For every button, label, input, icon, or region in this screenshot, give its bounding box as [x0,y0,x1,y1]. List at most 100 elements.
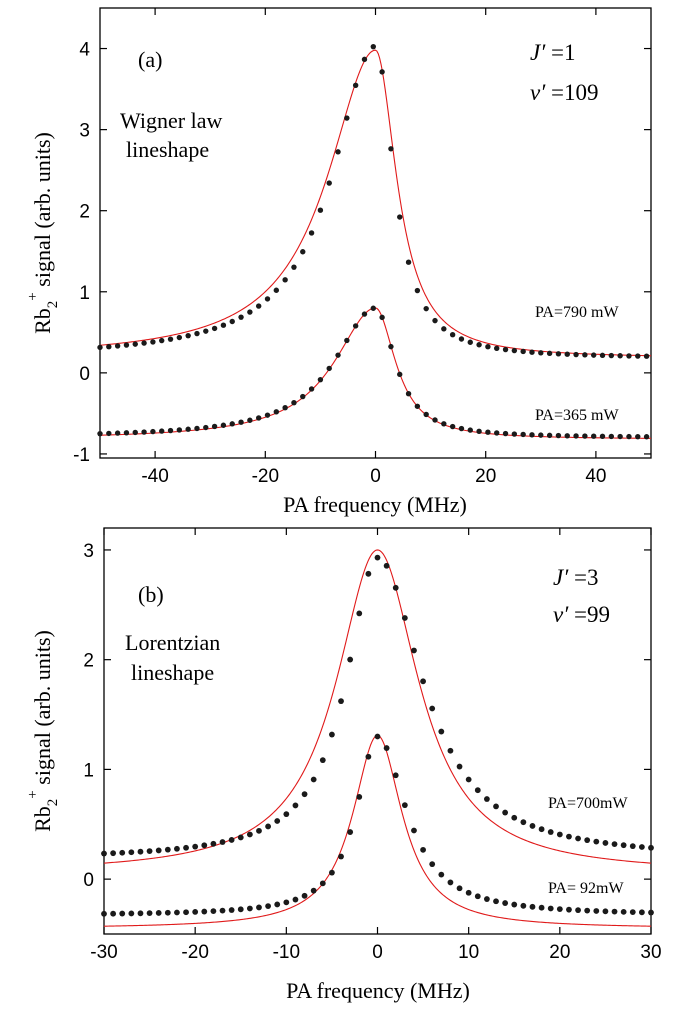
panel-a-xlabel: PA frequency (MHz) [283,492,467,517]
data-point [338,698,344,705]
panel-a-ticks: -40 -20 0 20 40 -1 0 1 2 3 4 [73,8,651,487]
data-point [347,829,354,835]
panel-a-tag: (a) [138,47,162,72]
data-point [155,847,162,854]
data-point [511,901,518,908]
data-point [575,907,581,914]
data-point [638,909,645,916]
data-point [591,433,597,439]
x-tick-label: 20 [475,466,496,487]
data-point [220,422,227,428]
data-point [420,846,426,853]
data-point [573,433,579,439]
data-point [438,728,445,735]
y-tick-label: 0 [83,870,94,891]
panel-a-series-2-label: PA=365 mW [535,407,619,424]
data-point [494,345,500,351]
data-point [201,842,208,849]
data-point [228,837,235,843]
fit-curve-2 [103,734,652,927]
data-point [308,386,315,392]
data-point [106,343,112,350]
panel-a-v-label: v′ =109 [530,80,598,105]
data-point [361,56,368,63]
data-point [529,349,535,355]
data-point [119,910,126,917]
data-point [292,802,299,809]
data-point [414,403,421,409]
data-point [547,829,554,835]
data-point [352,82,359,89]
data-point [438,871,445,878]
data-point [203,328,209,334]
data-point [183,844,189,851]
data-point [379,69,385,75]
data-point [274,818,281,824]
data-point [635,433,641,440]
data-point [566,833,572,840]
data-point [246,831,253,838]
data-point [593,838,600,845]
data-point [150,339,156,345]
panel-a-ylabel: Rb2+ signal (arb. units) [25,132,61,334]
data-point [617,433,623,440]
data-point [246,905,253,912]
data-point [194,330,200,337]
data-point [247,309,253,315]
panel-b-ylabel: Rb2+ signal (arb. units) [25,630,61,832]
data-point [329,869,335,876]
panel-b-lineshape-2: lineshape [131,660,214,685]
data-point [265,903,271,910]
data-point [556,906,563,913]
data-point [392,584,399,591]
data-point [283,811,290,818]
x-tick-label: -10 [273,942,300,963]
data-point [273,409,280,415]
data-point [344,337,350,344]
y-tick-label: -1 [73,445,90,466]
data-point [465,889,472,896]
data-point [502,900,509,906]
data-point [220,322,227,328]
data-point [388,146,394,152]
data-point [494,430,500,436]
x-tick-label: 10 [458,942,479,963]
data-point [511,814,518,821]
data-point [538,826,545,833]
data-point [556,831,563,838]
data-point [493,803,499,810]
data-point [374,554,381,561]
data-point [347,656,354,663]
data-point [219,907,226,914]
data-point [599,352,606,359]
data-point [429,861,436,868]
x-tick-label: 0 [370,466,381,487]
data-point [593,908,600,914]
data-point [564,351,570,357]
data-point [110,910,117,917]
data-point [573,351,579,358]
fit-curve-1 [103,549,652,864]
data-point [326,180,332,186]
y-tick-label: 3 [79,121,90,142]
data-point [201,908,208,915]
data-point [502,809,509,816]
data-point [119,849,126,856]
data-point [432,417,438,423]
x-tick-label: 0 [372,942,383,963]
y-tick-label: 4 [79,40,90,61]
data-point [546,432,553,439]
data-point [485,344,491,350]
data-point [176,334,183,341]
data-point [176,427,183,433]
y-tick-label: 0 [79,364,90,385]
data-point [602,840,609,846]
data-point [146,910,153,917]
data-point [301,791,308,798]
panel-b-points [101,554,654,917]
data-point [599,433,606,440]
x-tick-label: 20 [549,942,570,963]
data-point [365,753,372,760]
data-point [493,898,499,905]
data-point [291,400,297,406]
